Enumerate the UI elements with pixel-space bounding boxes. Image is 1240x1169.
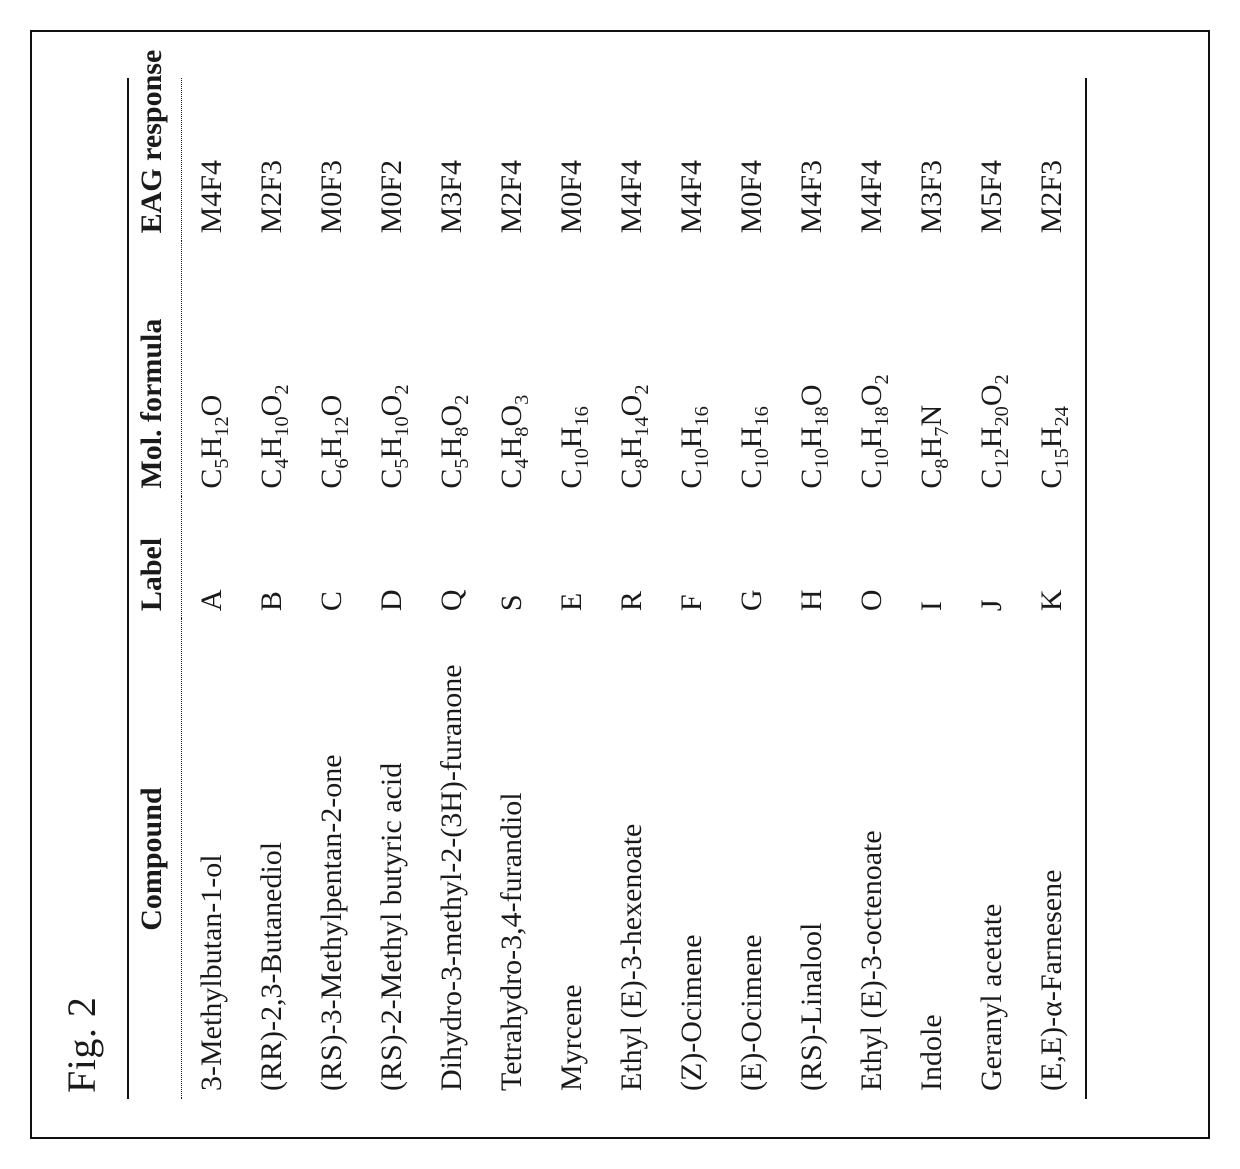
cell-compound: Ethyl (E)-3-octenoate xyxy=(842,619,902,1099)
cell-eag: M4F4 xyxy=(182,78,243,241)
cell-compound: (RR)-2,3-Butanediol xyxy=(242,619,302,1099)
table-row: IndoleIC8H7NM3F3 xyxy=(902,78,962,1099)
col-header-compound: Compound xyxy=(128,619,182,1099)
cell-compound: Dihydro-3-methyl-2-(3H)-furanone xyxy=(422,619,482,1099)
cell-formula: C5H8O2 xyxy=(422,241,482,496)
table-body: 3-Methylbutan-1-olAC5H12OM4F4(RR)-2,3-Bu… xyxy=(182,78,1087,1099)
cell-formula: C8H14O2 xyxy=(602,241,662,496)
col-header-formula: Mol. formula xyxy=(128,241,182,496)
cell-formula: C10H18O xyxy=(782,241,842,496)
cell-eag: M4F3 xyxy=(782,78,842,241)
cell-compound: (E,E)-α-Farnesene xyxy=(1022,619,1086,1099)
cell-label: F xyxy=(662,497,722,620)
table-row: Ethyl (E)-3-hexenoateRC8H14O2M4F4 xyxy=(602,78,662,1099)
cell-compound: (RS)-Linalool xyxy=(782,619,842,1099)
cell-eag: M4F4 xyxy=(662,78,722,241)
cell-compound: Myrcene xyxy=(542,619,602,1099)
cell-compound: Ethyl (E)-3-hexenoate xyxy=(602,619,662,1099)
cell-compound: (RS)-3-Methylpentan-2-one xyxy=(302,619,362,1099)
table-row: (E,E)-α-FarneseneKC15H24M2F3 xyxy=(1022,78,1086,1099)
cell-eag: M2F4 xyxy=(482,78,542,241)
cell-formula: C5H10O2 xyxy=(362,241,422,496)
table-row: (RS)-3-Methylpentan-2-oneCC6H12OM0F3 xyxy=(302,78,362,1099)
cell-eag: M2F3 xyxy=(242,78,302,241)
cell-compound: (RS)-2-Methyl butyric acid xyxy=(362,619,422,1099)
table-header: Compound Label Mol. formula EAG response xyxy=(128,78,182,1099)
cell-label: J xyxy=(962,497,1022,620)
table-row: Ethyl (E)-3-octenoateOC10H18O2M4F4 xyxy=(842,78,902,1099)
cell-label: E xyxy=(542,497,602,620)
table-row: Dihydro-3-methyl-2-(3H)-furanoneQC5H8O2M… xyxy=(422,78,482,1099)
cell-label: H xyxy=(782,497,842,620)
table-row: (E)-OcimeneGC10H16M0F4 xyxy=(722,78,782,1099)
cell-eag: M0F3 xyxy=(302,78,362,241)
cell-eag: M3F4 xyxy=(422,78,482,241)
table-row: Tetrahydro-3,4-furandiolSC4H8O3M2F4 xyxy=(482,78,542,1099)
cell-eag: M3F3 xyxy=(902,78,962,241)
cell-label: G xyxy=(722,497,782,620)
col-header-eag: EAG response xyxy=(128,78,182,241)
cell-formula: C12H20O2 xyxy=(962,241,1022,496)
cell-formula: C4H8O3 xyxy=(482,241,542,496)
table-row: (Z)-OcimeneFC10H16M4F4 xyxy=(662,78,722,1099)
cell-label: O xyxy=(842,497,902,620)
cell-label: K xyxy=(1022,497,1086,620)
cell-formula: C5H12O xyxy=(182,241,243,496)
cell-formula: C8H7N xyxy=(902,241,962,496)
cell-eag: M0F2 xyxy=(362,78,422,241)
cell-eag: M0F4 xyxy=(542,78,602,241)
compound-table: Compound Label Mol. formula EAG response… xyxy=(127,78,1087,1099)
cell-compound: Tetrahydro-3,4-furandiol xyxy=(482,619,542,1099)
cell-compound: Geranyl acetate xyxy=(962,619,1022,1099)
cell-eag: M0F4 xyxy=(722,78,782,241)
cell-eag: M4F4 xyxy=(602,78,662,241)
cell-label: D xyxy=(362,497,422,620)
table-row: (RR)-2,3-ButanediolBC4H10O2M2F3 xyxy=(242,78,302,1099)
figure-content-rotated: Fig. 2 Compound Label Mol. formula EAG r… xyxy=(30,30,1210,1139)
table-row: Geranyl acetateJC12H20O2M5F4 xyxy=(962,78,1022,1099)
cell-eag: M4F4 xyxy=(842,78,902,241)
table-row: (RS)-2-Methyl butyric acidDC5H10O2M0F2 xyxy=(362,78,422,1099)
cell-label: R xyxy=(602,497,662,620)
cell-compound: 3-Methylbutan-1-ol xyxy=(182,619,243,1099)
cell-label: Q xyxy=(422,497,482,620)
col-header-label: Label xyxy=(128,497,182,620)
cell-formula: C10H16 xyxy=(722,241,782,496)
cell-compound: (Z)-Ocimene xyxy=(662,619,722,1099)
cell-label: A xyxy=(182,497,243,620)
cell-formula: C10H16 xyxy=(662,241,722,496)
cell-eag: M2F3 xyxy=(1022,78,1086,241)
cell-label: S xyxy=(482,497,542,620)
cell-formula: C15H24 xyxy=(1022,241,1086,496)
cell-label: I xyxy=(902,497,962,620)
cell-compound: Indole xyxy=(902,619,962,1099)
cell-formula: C10H16 xyxy=(542,241,602,496)
figure-label: Fig. 2 xyxy=(58,78,105,1093)
cell-formula: C4H10O2 xyxy=(242,241,302,496)
cell-compound: (E)-Ocimene xyxy=(722,619,782,1099)
table-row: MyrceneEC10H16M0F4 xyxy=(542,78,602,1099)
cell-label: B xyxy=(242,497,302,620)
cell-label: C xyxy=(302,497,362,620)
cell-formula: C6H12O xyxy=(302,241,362,496)
table-row: 3-Methylbutan-1-olAC5H12OM4F4 xyxy=(182,78,243,1099)
table-row: (RS)-LinaloolHC10H18OM4F3 xyxy=(782,78,842,1099)
page: Fig. 2 Compound Label Mol. formula EAG r… xyxy=(0,0,1240,1169)
cell-eag: M5F4 xyxy=(962,78,1022,241)
cell-formula: C10H18O2 xyxy=(842,241,902,496)
